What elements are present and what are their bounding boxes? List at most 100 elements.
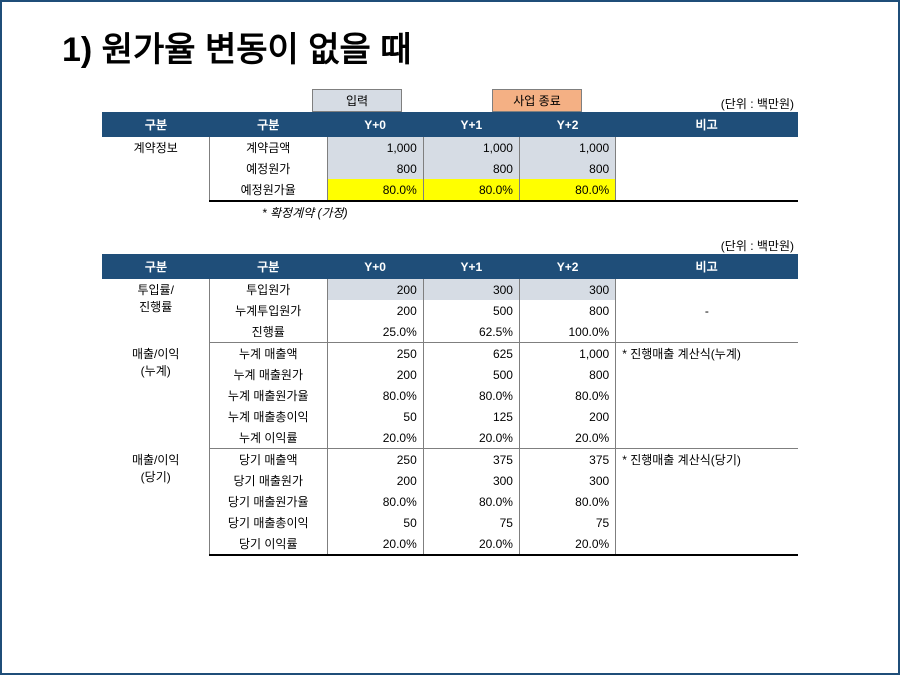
header-subcategory: 구분	[209, 113, 327, 137]
value-cell: 800	[423, 158, 519, 179]
table-row: 투입률/진행률투입원가200300300	[103, 279, 798, 301]
header-y1: Y+1	[423, 113, 519, 137]
value-cell: 1,000	[519, 343, 615, 365]
header-y0: Y+0	[327, 255, 423, 279]
header-y1: Y+1	[423, 255, 519, 279]
value-cell: 20.0%	[519, 427, 615, 449]
category-cell: 계약정보	[103, 137, 210, 202]
value-cell: 20.0%	[327, 533, 423, 555]
note-cell	[616, 364, 798, 385]
subcategory-cell: 당기 이익률	[209, 533, 327, 555]
note-cell	[616, 406, 798, 427]
header-note: 비고	[616, 113, 798, 137]
value-cell: 500	[423, 364, 519, 385]
table2-wrapper: (단위 : 백만원) 구분 구분 Y+0 Y+1 Y+2 비고 투입률/진행률투…	[102, 237, 798, 556]
value-cell: 80.0%	[519, 179, 615, 201]
value-cell: 200	[327, 279, 423, 301]
value-cell: 50	[327, 406, 423, 427]
table-row: 매출/이익(누계)누계 매출액2506251,000* 진행매출 계산식(누계)	[103, 343, 798, 365]
value-cell: 80.0%	[327, 179, 423, 201]
value-cell: 300	[423, 279, 519, 301]
value-cell: 62.5%	[423, 321, 519, 343]
value-cell: 375	[423, 449, 519, 471]
note-cell	[616, 491, 798, 512]
header-note: 비고	[616, 255, 798, 279]
value-cell: 300	[519, 470, 615, 491]
table-header-row: 구분 구분 Y+0 Y+1 Y+2 비고	[103, 113, 798, 137]
value-cell: 1,000	[423, 137, 519, 159]
subcategory-cell: 투입원가	[209, 279, 327, 301]
table-header-row: 구분 구분 Y+0 Y+1 Y+2 비고	[103, 255, 798, 279]
value-cell: 375	[519, 449, 615, 471]
header-y2: Y+2	[519, 113, 615, 137]
note-cell	[616, 533, 798, 555]
value-cell: 200	[327, 470, 423, 491]
value-cell: 100.0%	[519, 321, 615, 343]
value-cell: 250	[327, 449, 423, 471]
table-row: 매출/이익(당기)당기 매출액250375375* 진행매출 계산식(당기)	[103, 449, 798, 471]
footnote: * 확정계약 (가정)	[262, 204, 798, 221]
note-cell	[616, 321, 798, 343]
subcategory-cell: 누계 매출원가율	[209, 385, 327, 406]
end-label: 사업 종료	[492, 89, 582, 112]
note-cell: * 진행매출 계산식(누계)	[616, 343, 798, 365]
note-cell	[616, 158, 798, 179]
value-cell: 800	[327, 158, 423, 179]
subcategory-cell: 누계 매출원가	[209, 364, 327, 385]
value-cell: 625	[423, 343, 519, 365]
category-cell: 투입률/진행률	[103, 279, 210, 343]
value-cell: 125	[423, 406, 519, 427]
value-cell: 50	[327, 512, 423, 533]
value-cell: 80.0%	[423, 385, 519, 406]
header-category: 구분	[103, 255, 210, 279]
table1-wrapper: 입력 사업 종료 (단위 : 백만원) 구분 구분 Y+0 Y+1 Y+2 비고…	[102, 89, 798, 221]
value-cell: 80.0%	[327, 491, 423, 512]
value-cell: 300	[423, 470, 519, 491]
value-cell: 300	[519, 279, 615, 301]
note-cell	[616, 385, 798, 406]
note-cell	[616, 279, 798, 301]
value-cell: 80.0%	[519, 491, 615, 512]
category-cell: 매출/이익(당기)	[103, 449, 210, 556]
header-y2: Y+2	[519, 255, 615, 279]
value-cell: 80.0%	[327, 385, 423, 406]
value-cell: 800	[519, 364, 615, 385]
subcategory-cell: 당기 매출총이익	[209, 512, 327, 533]
category-cell: 매출/이익(누계)	[103, 343, 210, 449]
value-cell: 80.0%	[423, 179, 519, 201]
subcategory-cell: 누계 매출액	[209, 343, 327, 365]
value-cell: 80.0%	[519, 385, 615, 406]
value-cell: 1,000	[327, 137, 423, 159]
note-cell	[616, 512, 798, 533]
unit-label-2: (단위 : 백만원)	[582, 237, 798, 254]
value-cell: 75	[423, 512, 519, 533]
subcategory-cell: 누계 이익률	[209, 427, 327, 449]
subcategory-cell: 예정원가율	[209, 179, 327, 201]
note-cell	[616, 137, 798, 159]
note-cell	[616, 427, 798, 449]
subcategory-cell: 계약금액	[209, 137, 327, 159]
input-label: 입력	[312, 89, 402, 112]
table2-pre-header: (단위 : 백만원)	[102, 237, 798, 254]
value-cell: 250	[327, 343, 423, 365]
subcategory-cell: 누계 매출총이익	[209, 406, 327, 427]
value-cell: 75	[519, 512, 615, 533]
value-cell: 800	[519, 158, 615, 179]
value-cell: 80.0%	[423, 491, 519, 512]
note-cell: * 진행매출 계산식(당기)	[616, 449, 798, 471]
header-y0: Y+0	[327, 113, 423, 137]
subcategory-cell: 당기 매출원가율	[209, 491, 327, 512]
unit-label: (단위 : 백만원)	[582, 95, 798, 112]
value-cell: 20.0%	[327, 427, 423, 449]
header-category: 구분	[103, 113, 210, 137]
header-subcategory: 구분	[209, 255, 327, 279]
note-cell	[616, 179, 798, 201]
value-cell: 20.0%	[423, 533, 519, 555]
contract-info-table: 구분 구분 Y+0 Y+1 Y+2 비고 계약정보계약금액1,0001,0001…	[102, 112, 798, 202]
value-cell: 200	[327, 300, 423, 321]
value-cell: 500	[423, 300, 519, 321]
table1-pre-header: 입력 사업 종료 (단위 : 백만원)	[102, 89, 798, 112]
note-cell	[616, 470, 798, 491]
value-cell: 20.0%	[519, 533, 615, 555]
table-row: 계약정보계약금액1,0001,0001,000	[103, 137, 798, 159]
